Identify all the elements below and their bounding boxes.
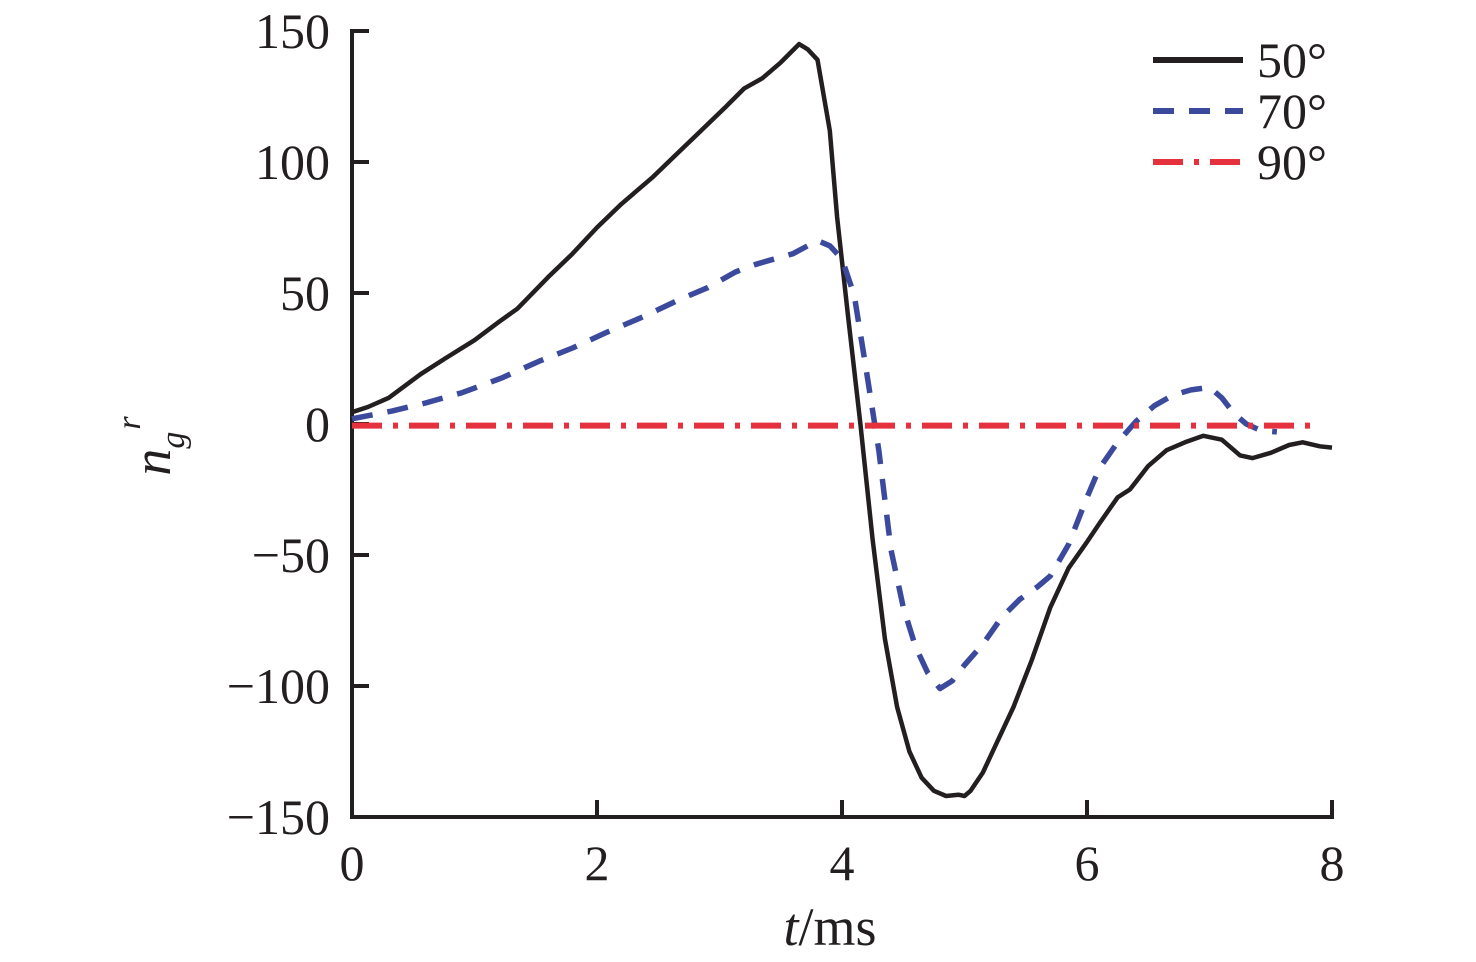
legend: 50°70°90° xyxy=(1153,32,1327,190)
x-tick-label: 6 xyxy=(1075,835,1100,891)
legend-label-2: 90° xyxy=(1257,134,1327,190)
y-tick-label: 150 xyxy=(255,3,330,59)
series-line-0 xyxy=(351,41,1333,799)
x-tick-label: 2 xyxy=(585,835,610,891)
y-tick-label: −150 xyxy=(227,789,330,845)
legend-label-1: 70° xyxy=(1257,83,1327,139)
x-axis-label: t/ms xyxy=(783,897,876,957)
y-tick-label: 100 xyxy=(255,134,330,190)
x-tick-label: 4 xyxy=(830,835,855,891)
axis-spines xyxy=(350,29,1334,819)
series-layer xyxy=(351,41,1333,799)
y-tick-label: 0 xyxy=(305,396,330,452)
y-axis-label: ngr xyxy=(111,416,192,476)
y-tick-label: −50 xyxy=(252,527,330,583)
axes-layer: 0 2 4 6 8 150 100 50 0 −50 −100 −150 xyxy=(227,3,1345,891)
x-tick-label: 0 xyxy=(340,835,365,891)
y-tick-label: −100 xyxy=(227,658,330,714)
legend-label-0: 50° xyxy=(1257,32,1327,88)
y-tick-label: 50 xyxy=(280,265,330,321)
series-line-1 xyxy=(351,237,1278,692)
x-tick-label: 8 xyxy=(1320,835,1345,891)
